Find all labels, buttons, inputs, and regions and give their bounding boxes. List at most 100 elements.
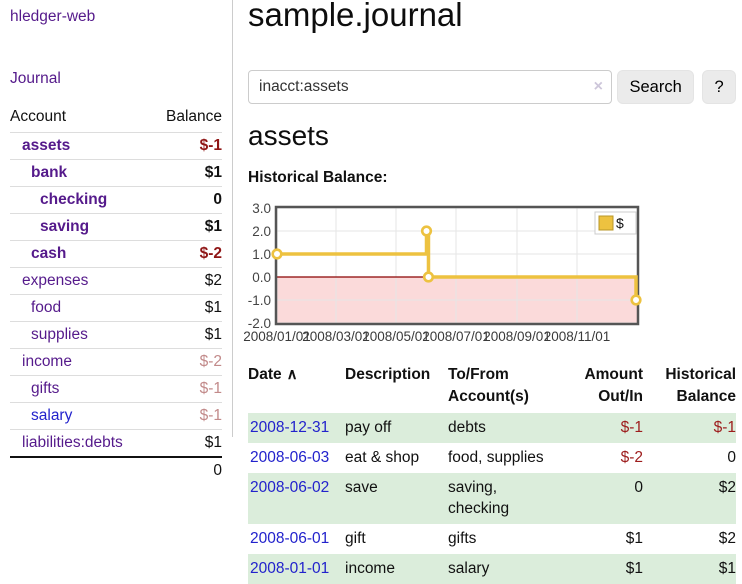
transaction-date-link[interactable]: 2008-06-02 xyxy=(250,478,330,496)
svg-text:2008/03/01: 2008/03/01 xyxy=(302,329,370,344)
sidebar-item-journal[interactable]: Journal xyxy=(10,70,61,87)
account-row: gifts $-1 xyxy=(10,375,222,402)
balance-column-header: Balance xyxy=(165,108,222,125)
account-link-bank[interactable]: bank xyxy=(31,164,68,181)
account-balance: 0 xyxy=(213,191,222,208)
account-link-assets[interactable]: assets xyxy=(22,137,71,154)
svg-text:0.0: 0.0 xyxy=(252,270,271,285)
transaction-balance: $-1 xyxy=(713,419,736,437)
historical-balance-chart: $3.0 2.0 1.0 0.0 -1.0 -2.0 2008/01/01 2008/03/0… xyxy=(240,200,742,348)
account-row: assets $-1 xyxy=(10,132,222,159)
account-row: bank $1 xyxy=(10,159,222,186)
svg-text:2008/09/01: 2008/09/01 xyxy=(483,329,551,344)
account-balance: $-1 xyxy=(199,137,222,154)
transaction-date-link[interactable]: 2008-01-01 xyxy=(250,559,330,577)
svg-text:2008/01/01: 2008/01/01 xyxy=(243,329,311,344)
account-row: liabilities:debts $1 xyxy=(10,429,222,456)
account-balance: $1 xyxy=(204,299,222,316)
sidebar: hledger-web Journal Account Balance asse… xyxy=(0,0,232,582)
date-column-header[interactable]: Date ∧ xyxy=(248,366,298,383)
search-form: × Search ? xyxy=(248,70,736,104)
transaction-amount: $-2 xyxy=(620,449,643,467)
svg-text:1.0: 1.0 xyxy=(252,247,271,262)
account-row: expenses $2 xyxy=(10,267,222,294)
account-balance: $-1 xyxy=(199,380,222,397)
svg-text:3.0: 3.0 xyxy=(252,201,271,216)
account-balance: $-2 xyxy=(199,353,222,370)
transaction-accounts: salary xyxy=(448,559,490,577)
account-column-header: Account xyxy=(10,108,67,125)
account-link-gifts[interactable]: gifts xyxy=(31,380,60,397)
accounts-table: Account Balance assets $-1 bank $1 checking 0… xyxy=(10,104,222,484)
transaction-row: 2008-01-01 income salary $1 $1 xyxy=(248,553,736,584)
transaction-accounts: food, supplies xyxy=(448,449,544,467)
accounts-total-row: 0 xyxy=(10,456,222,484)
amount-column-header: Amount Out/In xyxy=(584,366,643,405)
transaction-date-link[interactable]: 2008-06-01 xyxy=(250,530,330,548)
account-row: cash $-2 xyxy=(10,240,222,267)
register-header-row: Date ∧ Description To/From Account(s) Amo… xyxy=(248,362,736,413)
transaction-amount: $1 xyxy=(625,530,643,548)
page-title: sample.journal xyxy=(248,0,463,33)
sidebar-divider xyxy=(232,0,233,437)
account-row: supplies $1 xyxy=(10,321,222,348)
accounts-table-header: Account Balance xyxy=(10,104,222,132)
account-heading: assets xyxy=(248,120,329,151)
account-link-saving[interactable]: saving xyxy=(40,218,90,235)
transaction-amount: $-1 xyxy=(620,419,643,437)
transaction-accounts: saving, checking xyxy=(448,478,510,518)
transaction-description: gift xyxy=(345,530,366,548)
transaction-date-link[interactable]: 2008-12-31 xyxy=(250,419,330,437)
account-balance: $1 xyxy=(204,434,222,451)
account-link-expenses[interactable]: expenses xyxy=(22,272,89,289)
account-balance: $1 xyxy=(204,164,222,181)
transaction-description: eat & shop xyxy=(345,449,420,467)
svg-text:2.0: 2.0 xyxy=(252,224,271,239)
svg-text:2008/05/01: 2008/05/01 xyxy=(362,329,430,344)
accounts-column-header: To/From Account(s) xyxy=(448,366,529,405)
transaction-balance: $2 xyxy=(718,530,736,548)
account-link-liabilities-debts[interactable]: liabilities:debts xyxy=(22,434,123,451)
transaction-row: 2008-06-01 gift gifts $1 $2 xyxy=(248,524,736,554)
app-title-link[interactable]: hledger-web xyxy=(10,8,96,25)
accounts-total-value: 0 xyxy=(213,462,222,479)
account-row: checking 0 xyxy=(10,186,222,213)
svg-text:$: $ xyxy=(616,215,624,231)
main-content: sample.journal × Search ? assets Histori… xyxy=(243,0,742,584)
account-balance: $2 xyxy=(204,272,222,289)
account-balance: $-1 xyxy=(199,407,222,424)
transaction-accounts: debts xyxy=(448,419,486,437)
svg-text:-2.0: -2.0 xyxy=(248,316,271,331)
svg-text:2008/07/01: 2008/07/01 xyxy=(422,329,490,344)
transaction-row: 2008-06-02 save saving, checking 0 $2 xyxy=(248,472,736,525)
clear-search-icon[interactable]: × xyxy=(593,78,603,95)
account-link-income[interactable]: income xyxy=(22,353,72,370)
transaction-description: income xyxy=(345,559,395,577)
account-row: salary $-1 xyxy=(10,402,222,429)
account-balance: $1 xyxy=(204,326,222,343)
account-link-cash[interactable]: cash xyxy=(31,245,67,262)
transaction-amount: $1 xyxy=(625,559,643,577)
svg-text:-1.0: -1.0 xyxy=(248,293,271,308)
account-link-checking[interactable]: checking xyxy=(40,191,108,208)
transaction-amount: 0 xyxy=(634,478,643,496)
account-link-supplies[interactable]: supplies xyxy=(31,326,88,343)
account-link-food[interactable]: food xyxy=(31,299,62,316)
account-row: food $1 xyxy=(10,294,222,321)
transaction-balance: 0 xyxy=(727,449,736,467)
help-button[interactable]: ? xyxy=(702,70,736,104)
account-row: saving $1 xyxy=(10,213,222,240)
transaction-description: save xyxy=(345,478,378,496)
search-button[interactable]: Search xyxy=(617,70,695,104)
transaction-description: pay off xyxy=(345,419,392,437)
transaction-date-link[interactable]: 2008-06-03 xyxy=(250,449,330,467)
chart-title: Historical Balance: xyxy=(248,169,388,186)
account-row: income $-2 xyxy=(10,348,222,375)
account-link-salary[interactable]: salary xyxy=(31,407,73,424)
transaction-balance: $1 xyxy=(718,559,736,577)
register-table: Date ∧ Description To/From Account(s) Amo… xyxy=(248,362,736,584)
transaction-accounts: gifts xyxy=(448,530,477,548)
svg-text:2008/11/01: 2008/11/01 xyxy=(544,329,611,344)
transaction-row: 2008-06-03 eat & shop food, supplies $-2 0 xyxy=(248,443,736,473)
search-input[interactable] xyxy=(248,70,612,104)
